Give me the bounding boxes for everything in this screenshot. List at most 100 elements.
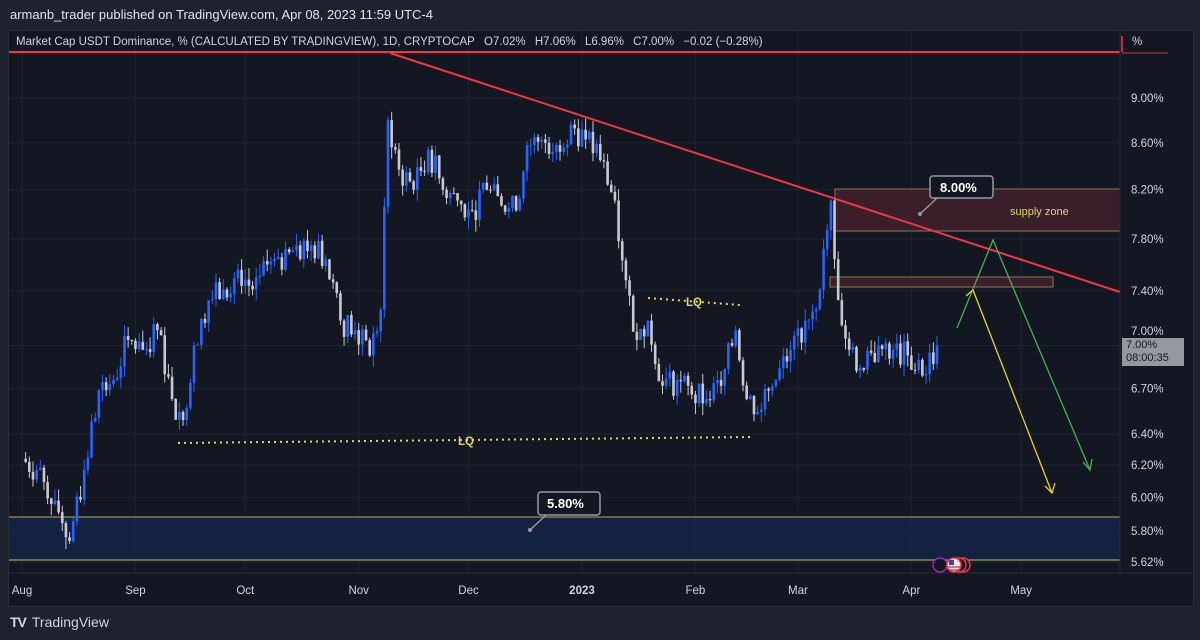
candle-body[interactable]	[631, 295, 635, 332]
candle-body[interactable]	[211, 298, 214, 301]
candle-body[interactable]	[152, 324, 156, 353]
candle-body[interactable]	[353, 330, 357, 335]
candle-body[interactable]	[75, 496, 79, 522]
candle-body[interactable]	[254, 277, 258, 290]
candle-body[interactable]	[873, 352, 877, 363]
candle-body[interactable]	[478, 189, 481, 220]
candle-body[interactable]	[818, 289, 822, 310]
candle-body[interactable]	[536, 137, 540, 142]
candle-body[interactable]	[489, 189, 492, 191]
candle-body[interactable]	[97, 390, 101, 418]
candle-body[interactable]	[361, 329, 364, 345]
candle-body[interactable]	[888, 343, 891, 359]
candle-body[interactable]	[588, 131, 591, 140]
candle-body[interactable]	[148, 348, 152, 353]
candle-body[interactable]	[46, 482, 49, 499]
candle-body[interactable]	[35, 469, 38, 480]
candle-body[interactable]	[866, 350, 869, 370]
candle-body[interactable]	[657, 363, 661, 382]
candle-body[interactable]	[500, 196, 503, 206]
candle-body[interactable]	[423, 170, 426, 172]
candle-body[interactable]	[196, 344, 199, 346]
candle-body[interactable]	[800, 328, 803, 343]
candle-body[interactable]	[595, 144, 598, 154]
candle-body[interactable]	[664, 378, 668, 386]
candle-body[interactable]	[452, 193, 456, 195]
candle-body[interactable]	[71, 521, 75, 542]
candle-body[interactable]	[49, 498, 53, 505]
candle-body[interactable]	[496, 184, 500, 197]
candle-body[interactable]	[672, 371, 675, 396]
candle-body[interactable]	[522, 171, 525, 199]
candle-body[interactable]	[661, 381, 664, 386]
candle-body[interactable]	[935, 345, 939, 364]
candle-body[interactable]	[833, 200, 836, 260]
candle-body[interactable]	[174, 399, 178, 420]
candle-body[interactable]	[921, 359, 924, 376]
candle-body[interactable]	[727, 343, 730, 369]
candle-body[interactable]	[156, 324, 159, 331]
candle-body[interactable]	[566, 144, 569, 148]
candle-body[interactable]	[141, 341, 145, 350]
candle-body[interactable]	[28, 461, 31, 472]
candle-body[interactable]	[855, 346, 858, 371]
candle-body[interactable]	[320, 240, 324, 266]
candle-body[interactable]	[123, 336, 126, 367]
chart-pane[interactable]	[8, 30, 1194, 607]
candle-body[interactable]	[119, 366, 123, 378]
candle-body[interactable]	[555, 145, 558, 152]
candle-body[interactable]	[529, 144, 533, 146]
candle-body[interactable]	[309, 245, 313, 252]
candle-body[interactable]	[379, 309, 382, 332]
candle-body[interactable]	[741, 360, 745, 386]
candle-body[interactable]	[792, 335, 796, 350]
candle-body[interactable]	[130, 339, 134, 341]
candle-body[interactable]	[796, 328, 800, 336]
candle-body[interactable]	[558, 145, 562, 152]
candle-body[interactable]	[357, 330, 361, 345]
candle-body[interactable]	[459, 200, 463, 205]
candle-body[interactable]	[899, 343, 902, 365]
candle-body[interactable]	[339, 293, 342, 321]
projection-green-path[interactable]	[956, 238, 1091, 471]
candle-body[interactable]	[64, 523, 68, 538]
candle-body[interactable]	[628, 280, 631, 296]
candle-body[interactable]	[115, 377, 119, 380]
candle-body[interactable]	[745, 385, 748, 400]
candle-body[interactable]	[880, 345, 884, 349]
candle-body[interactable]	[126, 336, 130, 340]
candle-body[interactable]	[419, 167, 423, 171]
candle-body[interactable]	[251, 285, 254, 290]
candle-body[interactable]	[467, 209, 470, 218]
candle-body[interactable]	[573, 124, 576, 129]
candle-body[interactable]	[137, 341, 141, 350]
candle-body[interactable]	[42, 467, 46, 483]
candle-body[interactable]	[375, 331, 379, 334]
candle-body[interactable]	[214, 282, 218, 299]
candle-body[interactable]	[90, 421, 93, 458]
candle-body[interactable]	[372, 333, 375, 356]
candle-body[interactable]	[258, 275, 262, 278]
candle-body[interactable]	[276, 257, 280, 259]
candle-body[interactable]	[401, 169, 404, 186]
candle-body[interactable]	[134, 340, 137, 350]
candle-body[interactable]	[851, 346, 855, 350]
candle-body[interactable]	[284, 249, 287, 270]
candle-body[interactable]	[218, 282, 221, 300]
candle-body[interactable]	[225, 289, 229, 298]
candle-body[interactable]	[705, 399, 708, 404]
candle-body[interactable]	[295, 245, 298, 251]
candle-body[interactable]	[247, 279, 251, 286]
candle-body[interactable]	[437, 155, 441, 179]
candle-body[interactable]	[470, 209, 474, 211]
candle-body[interactable]	[701, 383, 705, 404]
candle-body[interactable]	[781, 356, 785, 369]
candle-body[interactable]	[771, 386, 774, 391]
candle-body[interactable]	[928, 352, 931, 374]
candle-body[interactable]	[82, 469, 86, 500]
candle-body[interactable]	[159, 330, 163, 336]
candle-body[interactable]	[902, 341, 906, 365]
candle-body[interactable]	[577, 128, 580, 147]
candle-body[interactable]	[712, 383, 716, 401]
candle-body[interactable]	[653, 344, 657, 364]
